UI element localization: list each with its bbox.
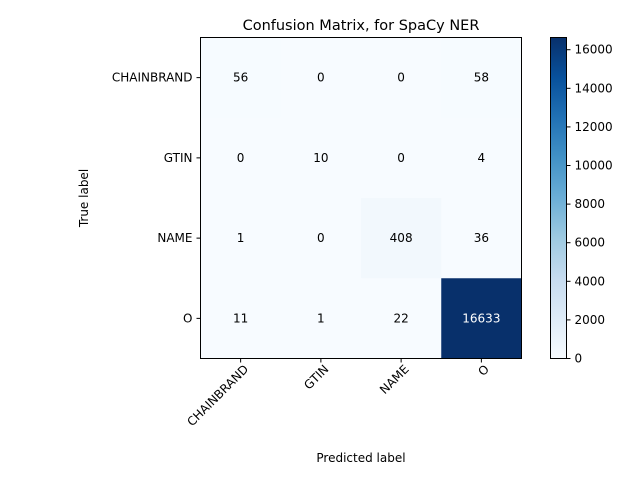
cell-value-label: 1 bbox=[237, 231, 245, 245]
heatmap-cell bbox=[280, 198, 362, 279]
cell-value-label: 16633 bbox=[462, 311, 500, 325]
cell-value-label: 36 bbox=[474, 231, 489, 245]
y-tick-label: O bbox=[183, 311, 192, 325]
y-tick-label: NAME bbox=[157, 231, 192, 245]
y-axis-ticks: CHAINBRAND GTIN NAME O bbox=[112, 71, 201, 325]
cell-value-label: 4 bbox=[478, 151, 486, 165]
heatmap-cell bbox=[200, 37, 282, 119]
y-axis-label: True label bbox=[77, 169, 91, 228]
heatmap-cell bbox=[361, 37, 442, 119]
colorbar bbox=[550, 37, 567, 359]
colorbar-tick-label: 2000 bbox=[575, 313, 606, 327]
colorbar-tick-label: 10000 bbox=[575, 159, 613, 173]
heatmap-cell bbox=[200, 117, 282, 199]
heatmap-cell bbox=[441, 117, 522, 199]
heatmap-cell bbox=[280, 37, 362, 119]
colorbar-tick-label: 12000 bbox=[575, 120, 613, 134]
x-axis-label: Predicted label bbox=[316, 451, 405, 465]
cell-value-label: 408 bbox=[390, 231, 413, 245]
heatmap-cell bbox=[361, 198, 442, 279]
heatmap-cell bbox=[200, 198, 282, 279]
heatmap-cell bbox=[361, 117, 442, 199]
heatmap-cell bbox=[441, 37, 522, 119]
cell-value-label: 22 bbox=[393, 311, 408, 325]
heatmap-cell bbox=[361, 278, 442, 359]
cell-value-label: 56 bbox=[233, 71, 248, 85]
cell-value-label: 0 bbox=[397, 71, 405, 85]
cell-value-label: 0 bbox=[317, 231, 325, 245]
cell-value-label: 1 bbox=[317, 311, 325, 325]
colorbar-ticks: 0 2000 4000 6000 8000 10000 12000 14000 16000 bbox=[566, 43, 613, 366]
colorbar-tick-label: 4000 bbox=[575, 274, 606, 288]
chart-title: Confusion Matrix, for SpaCy NER bbox=[243, 18, 480, 34]
cell-value-label: 0 bbox=[397, 151, 405, 165]
colorbar-tick-label: 8000 bbox=[575, 197, 606, 211]
colorbar-tick-label: 14000 bbox=[575, 81, 613, 95]
cell-value-label: 10 bbox=[313, 151, 328, 165]
heatmap-cell bbox=[280, 117, 362, 199]
colorbar-tick-label: 16000 bbox=[575, 43, 613, 57]
heatmap-cell bbox=[441, 198, 522, 279]
heatmap-cell bbox=[280, 278, 362, 359]
plot-frame bbox=[200, 37, 522, 359]
cell-value-label: 58 bbox=[474, 71, 489, 85]
heatmap-cell bbox=[441, 278, 522, 359]
cell-value-label: 11 bbox=[233, 311, 248, 325]
colorbar-tick-label: 6000 bbox=[575, 236, 606, 250]
y-tick-label: GTIN bbox=[164, 151, 193, 165]
cell-value-label: 0 bbox=[317, 71, 325, 85]
cell-value-label: 0 bbox=[237, 151, 245, 165]
y-tick-label: CHAINBRAND bbox=[112, 71, 193, 85]
colorbar-tick-label: 0 bbox=[575, 352, 583, 366]
heatmap-cell bbox=[200, 278, 282, 359]
